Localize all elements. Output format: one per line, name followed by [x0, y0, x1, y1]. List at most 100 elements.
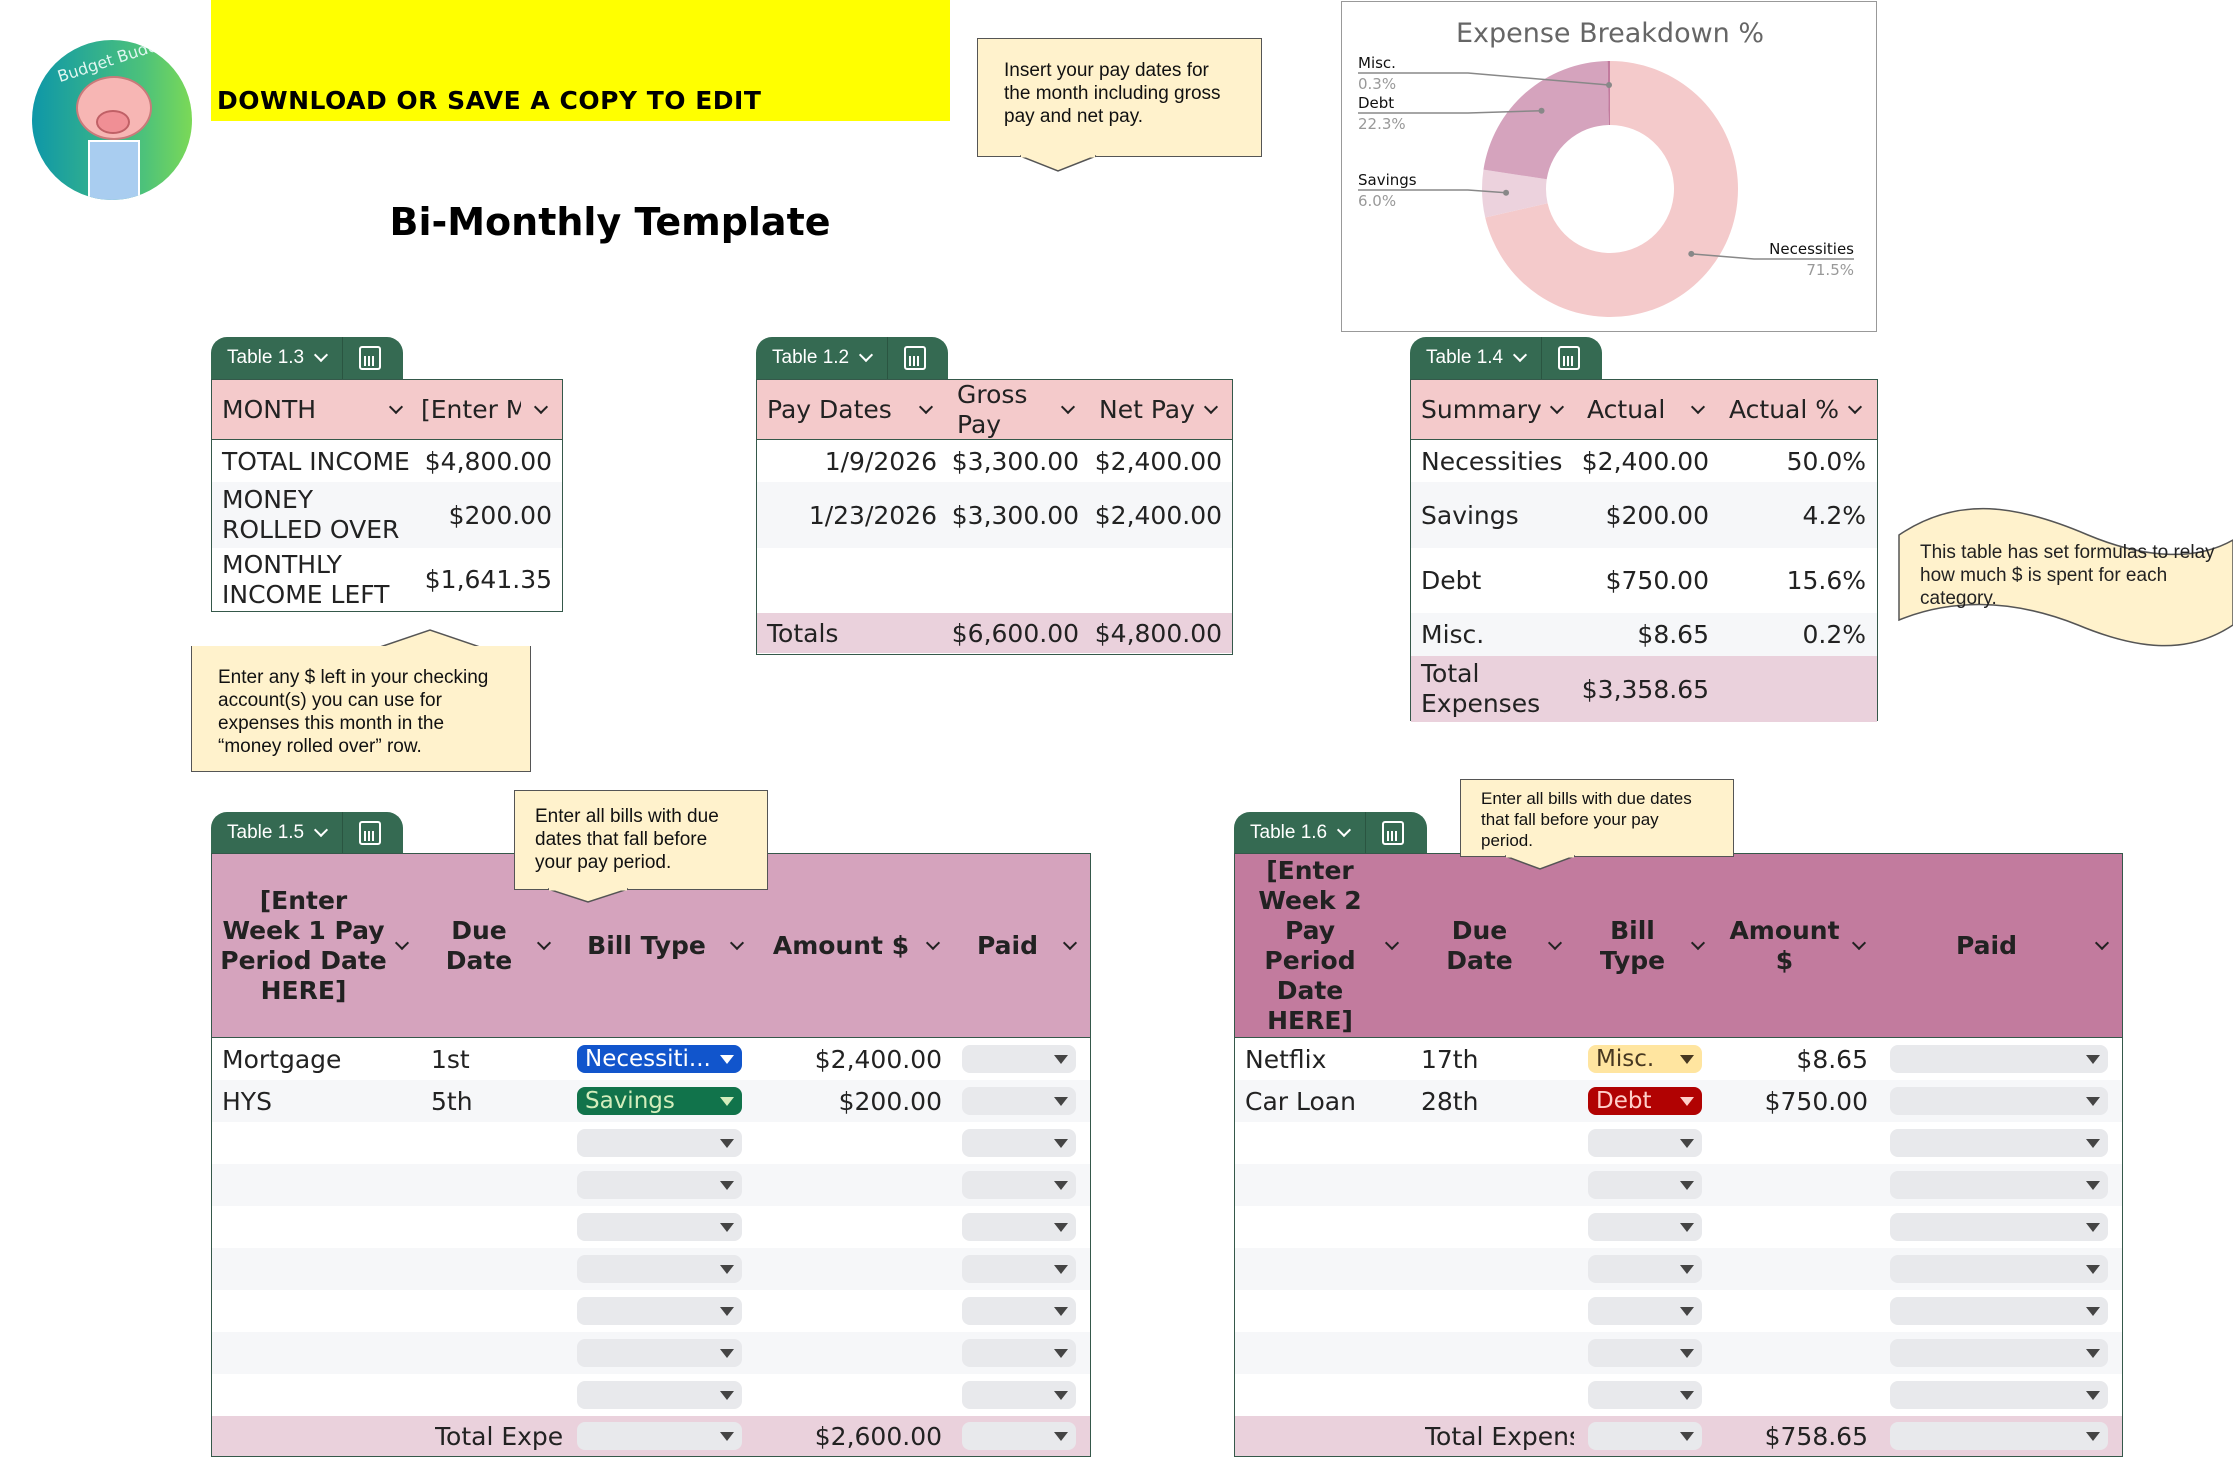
paid-dropdown[interactable]	[962, 1339, 1076, 1367]
table-name-dropdown[interactable]: Table 1.4	[1410, 337, 1543, 379]
slice-savings[interactable]	[1482, 169, 1548, 218]
table-1-5-tab[interactable]: Table 1.5	[211, 812, 403, 854]
table-1-3-tab[interactable]: Table 1.3	[211, 337, 403, 379]
paid-dropdown[interactable]	[1890, 1171, 2108, 1199]
paid-dropdown[interactable]	[962, 1129, 1076, 1157]
table-name-dropdown[interactable]: Table 1.3	[211, 337, 344, 379]
paid-dropdown[interactable]	[962, 1297, 1076, 1325]
header-due-date[interactable]: Due Date	[421, 916, 563, 976]
row-value[interactable]: $200.00	[448, 500, 552, 530]
header-actual[interactable]: Actual	[1577, 395, 1719, 424]
header-pay-dates[interactable]: Pay Dates	[757, 395, 947, 424]
header-summary[interactable]: Summary	[1411, 395, 1577, 424]
bill-type-dropdown[interactable]	[1588, 1171, 1702, 1199]
paid-dropdown[interactable]	[962, 1087, 1076, 1115]
total-actual[interactable]: $3,358.65	[1581, 674, 1709, 704]
bill-type-dropdown[interactable]	[1588, 1213, 1702, 1241]
calculator-icon[interactable]	[359, 346, 382, 370]
bill-type-dropdown[interactable]	[577, 1381, 742, 1409]
bill-type-dropdown[interactable]	[577, 1339, 742, 1367]
pay-date-cell[interactable]: 1/9/2026	[824, 446, 937, 476]
paid-dropdown[interactable]	[1890, 1381, 2108, 1409]
category-label[interactable]: Necessities	[1421, 446, 1563, 476]
table-1-4-tab[interactable]: Table 1.4	[1410, 337, 1602, 379]
table-name-dropdown[interactable]: Table 1.6	[1234, 812, 1367, 854]
bill-name-cell[interactable]: Car Loan	[1245, 1086, 1356, 1116]
bill-type-dropdown[interactable]	[1588, 1381, 1702, 1409]
bill-type-dropdown[interactable]	[577, 1213, 742, 1241]
bill-name-cell[interactable]: Netflix	[1245, 1044, 1327, 1074]
header-enter-month[interactable]: [Enter Month]	[417, 395, 562, 424]
paid-dropdown[interactable]	[962, 1045, 1076, 1073]
due-date-cell[interactable]: 17th	[1421, 1044, 1479, 1074]
paid-dropdown[interactable]	[962, 1213, 1076, 1241]
header-amount[interactable]: Amount $	[756, 931, 952, 961]
header-bill-type[interactable]: Bill Type	[563, 931, 756, 961]
calculator-icon[interactable]	[1382, 821, 1405, 845]
calculator-icon[interactable]	[359, 821, 382, 845]
header-month[interactable]: MONTH	[212, 395, 417, 424]
total-gross[interactable]: $6,600.00	[951, 618, 1079, 648]
bill-type-dropdown[interactable]	[1588, 1129, 1702, 1157]
amount-cell[interactable]: $750.00	[1764, 1086, 1868, 1116]
header-gross-pay[interactable]: Gross Pay	[947, 380, 1089, 440]
paid-dropdown[interactable]	[1890, 1339, 2108, 1367]
calculator-icon[interactable]	[1558, 346, 1581, 370]
paid-dropdown[interactable]	[962, 1422, 1076, 1450]
net-pay-cell[interactable]: $2,400.00	[1094, 446, 1222, 476]
bill-type-dropdown[interactable]	[1588, 1422, 1702, 1450]
table-1-2-tab[interactable]: Table 1.2	[756, 337, 948, 379]
table-name-dropdown[interactable]: Table 1.2	[756, 337, 889, 379]
paid-dropdown[interactable]	[1890, 1422, 2108, 1450]
paid-dropdown[interactable]	[1890, 1297, 2108, 1325]
header-pay-period[interactable]: [Enter Week 2 Pay Period Date HERE]	[1235, 856, 1411, 1036]
row-label[interactable]: MONTHLY INCOME LEFT	[222, 549, 390, 609]
bill-type-dropdown[interactable]	[577, 1255, 742, 1283]
row-label[interactable]: MONEY ROLLED OVER	[222, 485, 400, 544]
total-amount[interactable]: $758.65	[1764, 1421, 1868, 1451]
actual-percent[interactable]: 50.0%	[1786, 446, 1866, 476]
calculator-icon[interactable]	[904, 346, 927, 370]
slice-misc[interactable]	[1607, 61, 1610, 126]
expense-breakdown-chart[interactable]: Expense Breakdown % Necessities 71.5% Savin…	[1341, 1, 1877, 332]
bill-type-dropdown[interactable]	[577, 1171, 742, 1199]
category-label[interactable]: Misc.	[1421, 620, 1485, 649]
slice-debt[interactable]	[1483, 61, 1609, 180]
amount-cell[interactable]: $2,400.00	[814, 1044, 942, 1074]
bill-type-dropdown[interactable]	[1588, 1339, 1702, 1367]
due-date-cell[interactable]: 5th	[431, 1086, 473, 1116]
actual-amount[interactable]: $2,400.00	[1581, 446, 1709, 476]
actual-percent[interactable]: 15.6%	[1786, 566, 1866, 595]
due-date-cell[interactable]: 28th	[1421, 1086, 1479, 1116]
table-name-dropdown[interactable]: Table 1.5	[211, 812, 344, 854]
bill-type-dropdown[interactable]: Savings	[577, 1087, 742, 1115]
actual-percent[interactable]: 0.2%	[1802, 620, 1866, 649]
total-net[interactable]: $4,800.00	[1094, 618, 1222, 648]
header-due-date[interactable]: Due Date	[1411, 916, 1574, 976]
bill-type-dropdown[interactable]	[577, 1422, 742, 1450]
actual-amount[interactable]: $750.00	[1605, 566, 1709, 595]
paid-dropdown[interactable]	[1890, 1045, 2108, 1073]
actual-amount[interactable]: $8.65	[1637, 620, 1709, 649]
paid-dropdown[interactable]	[962, 1381, 1076, 1409]
paid-dropdown[interactable]	[1890, 1087, 2108, 1115]
header-paid[interactable]: Paid	[952, 931, 1089, 961]
actual-percent[interactable]: 4.2%	[1802, 500, 1866, 530]
amount-cell[interactable]: $8.65	[1796, 1044, 1868, 1074]
bill-name-cell[interactable]: HYS	[222, 1086, 272, 1116]
paid-dropdown[interactable]	[962, 1255, 1076, 1283]
pay-date-cell[interactable]: 1/23/2026	[808, 500, 937, 530]
header-amount[interactable]: Amount $	[1717, 916, 1878, 976]
slice-necessities[interactable]	[1485, 61, 1738, 317]
header-pay-period[interactable]: [Enter Week 1 Pay Period Date HERE]	[212, 886, 421, 1006]
header-net-pay[interactable]: Net Pay	[1089, 395, 1232, 424]
category-label[interactable]: Debt	[1421, 566, 1482, 595]
row-label[interactable]: TOTAL INCOME	[222, 446, 410, 476]
due-date-cell[interactable]: 1st	[431, 1044, 470, 1074]
net-pay-cell[interactable]: $2,400.00	[1094, 500, 1222, 530]
row-value[interactable]: $4,800.00	[424, 446, 552, 476]
bill-type-dropdown[interactable]	[577, 1129, 742, 1157]
gross-pay-cell[interactable]: $3,300.00	[951, 500, 1079, 530]
header-paid[interactable]: Paid	[1878, 931, 2121, 961]
total-amount[interactable]: $2,600.00	[814, 1421, 942, 1451]
